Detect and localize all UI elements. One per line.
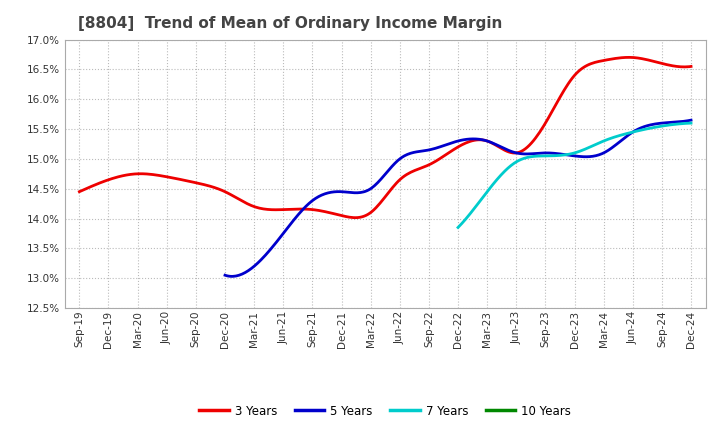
Text: [8804]  Trend of Mean of Ordinary Income Margin: [8804] Trend of Mean of Ordinary Income …	[78, 16, 502, 32]
Legend: 3 Years, 5 Years, 7 Years, 10 Years: 3 Years, 5 Years, 7 Years, 10 Years	[194, 400, 576, 422]
